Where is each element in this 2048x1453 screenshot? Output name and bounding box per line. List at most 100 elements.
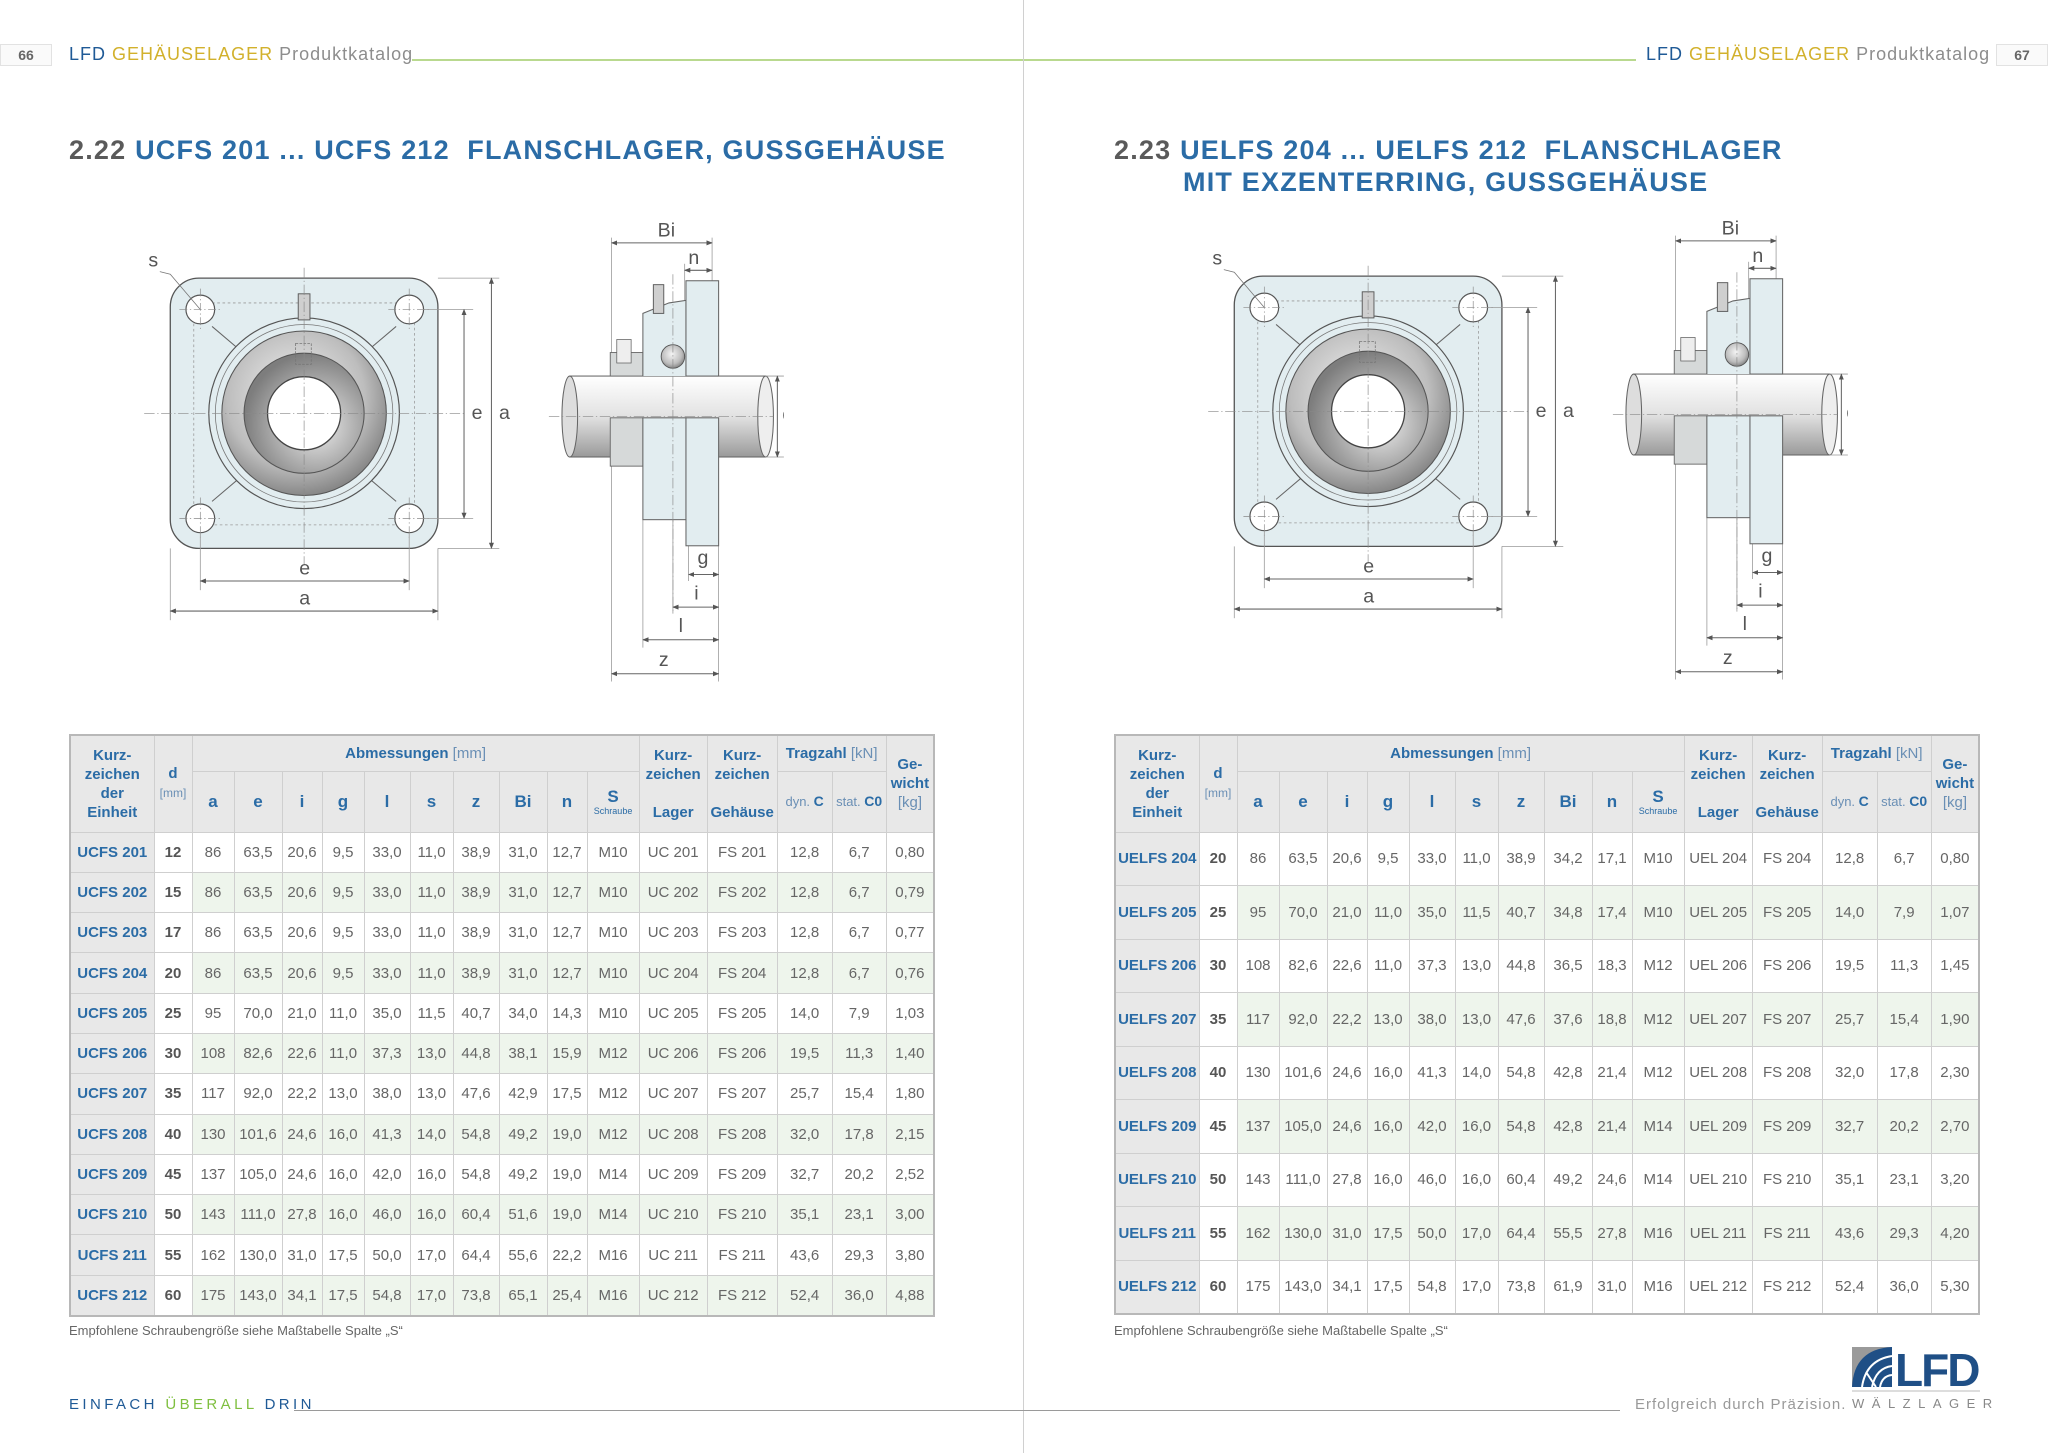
table-cell: 16,0 — [409, 1194, 454, 1236]
table-cell: 31,0 — [498, 831, 548, 873]
table-cell: FS 206 — [706, 1032, 778, 1075]
page-number-right: 67 — [1996, 44, 2048, 66]
unit-designation: UELFS 209 — [1114, 1099, 1200, 1154]
dimension-label-a-horizontal: a — [1363, 586, 1374, 608]
svg-text:LFD: LFD — [1895, 1344, 1979, 1392]
table-row: UELFS 209 45 137 105,0 24,6 16,0 42,0 16,0 54,8 4… — [1114, 1099, 1980, 1154]
col-header-d: d [mm] — [153, 734, 193, 833]
table-cell: 19,5 — [1821, 938, 1878, 993]
table-row: UCFS 203 17 86 63,5 20,6 9,5 33,0 11,0 38,9 31,0 1… — [69, 912, 935, 954]
table-cell: 3,80 — [885, 1234, 935, 1276]
header-text: stat. — [1881, 794, 1906, 809]
table-row: UCFS 207 35 117 92,0 22,2 13,0 38,0 13,0 47,6 42,… — [69, 1073, 935, 1115]
table-cell: 16,0 — [409, 1153, 454, 1196]
table-cell: UC 208 — [638, 1113, 708, 1155]
table-row: UCFS 208 40 130 101,6 24,6 16,0 41,3 14,0 54,8 49… — [69, 1113, 935, 1155]
header-text: z — [1516, 792, 1526, 811]
table-cell: 137 — [191, 1153, 235, 1196]
table-cell: 54,8 — [1408, 1259, 1456, 1314]
table-cell: 130 — [191, 1113, 235, 1155]
table-cell: 7,9 — [1876, 885, 1932, 940]
header-text: Kurz- — [1767, 746, 1807, 764]
table-row: UCFS 212 60 175 143,0 34,1 17,5 54,8 17,0 73,8 65… — [69, 1274, 935, 1317]
table-cell: 15,4 — [1876, 992, 1932, 1047]
header-text: e — [253, 792, 263, 811]
table-cell: 86 — [191, 831, 235, 873]
table-cell: 11,0 — [1454, 831, 1499, 886]
table-cell: 7,9 — [831, 992, 887, 1034]
table-cell: 24,6 — [281, 1113, 323, 1155]
header-text: g — [337, 792, 349, 811]
table-cell: M16 — [1631, 1259, 1685, 1314]
table-cell: 22,6 — [1326, 938, 1368, 993]
unit-designation: UELFS 206 — [1114, 938, 1200, 993]
table-cell: M10 — [586, 912, 640, 954]
table-cell: 13,0 — [409, 1032, 454, 1075]
table-cell: 175 — [191, 1274, 235, 1317]
table-cell: 3,20 — [1930, 1152, 1980, 1207]
unit-designation: UELFS 212 — [1114, 1259, 1200, 1314]
header-text: der — [1145, 784, 1169, 802]
table-cell: UC 203 — [638, 912, 708, 954]
table-cell: 1,03 — [885, 992, 935, 1034]
side-view: Bi n d g i l z — [1612, 217, 1857, 680]
table-cell: 11,0 — [1366, 885, 1410, 940]
table-cell: UC 209 — [638, 1153, 708, 1196]
table-cell: UEL 212 — [1683, 1259, 1753, 1314]
header-text: Kurz- — [1698, 746, 1738, 764]
dimension-label-Bi: Bi — [658, 222, 675, 241]
table-cell: 20,2 — [831, 1153, 887, 1196]
table-cell: 1,90 — [1930, 992, 1980, 1047]
page-number-left: 66 — [0, 44, 52, 66]
table-cell: 41,3 — [1408, 1045, 1456, 1100]
table-cell: 34,1 — [281, 1274, 323, 1317]
table-row: UCFS 210 50 143 111,0 27,8 16,0 46,0 16,0 60,4 51… — [69, 1194, 935, 1236]
table-cell: 55,5 — [1543, 1206, 1593, 1261]
table-cell: 162 — [191, 1234, 235, 1276]
table-cell: 20 — [153, 952, 193, 994]
table-cell: UC 202 — [638, 871, 708, 914]
table-cell: 0,79 — [885, 871, 935, 914]
col-header-dim: a — [1236, 770, 1280, 833]
header-text: zeichen — [1759, 765, 1815, 783]
table-cell: 16,0 — [321, 1113, 365, 1155]
table-cell: 9,5 — [321, 831, 365, 873]
header-unit: [kN] — [1895, 744, 1923, 762]
table-cell: 16,0 — [1366, 1152, 1410, 1207]
table-cell: M12 — [1631, 1045, 1685, 1100]
unit-designation: UCFS 210 — [69, 1194, 155, 1236]
table-cell: 143,0 — [233, 1274, 283, 1317]
section-number: 2.22 — [69, 135, 127, 165]
table-cell: 34,8 — [1543, 885, 1593, 940]
running-header-left: LFD GEHÄUSELAGER Produktkatalog — [69, 44, 413, 65]
table-cell: 36,5 — [1543, 938, 1593, 993]
table-cell: 30 — [1198, 938, 1238, 993]
col-header-dim: l — [363, 770, 411, 833]
table-cell: 14,0 — [409, 1113, 454, 1155]
col-header-dim: Bi — [498, 770, 548, 833]
lfd-logo: LFD — [1852, 1344, 1981, 1396]
header-text: Lager — [1697, 803, 1739, 821]
table-cell: 38,9 — [452, 912, 500, 954]
table-cell: 175 — [1236, 1259, 1280, 1314]
table-cell: 55 — [153, 1234, 193, 1276]
dimension-label-d: d — [782, 403, 784, 425]
header-text: d — [1213, 765, 1223, 783]
table-cell: 101,6 — [1278, 1045, 1328, 1100]
header-text: Kurz- — [722, 746, 762, 764]
table-cell: UEL 206 — [1683, 938, 1753, 993]
table-cell: 38,9 — [1497, 831, 1545, 886]
table-cell: 17,4 — [1591, 885, 1633, 940]
table-row: UELFS 207 35 117 92,0 22,2 13,0 38,0 13,0 47,6 37… — [1114, 992, 1980, 1047]
table-cell: 54,8 — [452, 1113, 500, 1155]
table-cell: 2,30 — [1930, 1045, 1980, 1100]
table-cell: 32,0 — [1821, 1045, 1878, 1100]
table-cell: 19,0 — [546, 1113, 588, 1155]
dimension-label-s: s — [148, 249, 158, 271]
table-cell: 40 — [153, 1113, 193, 1155]
dimension-label-a-vertical: a — [499, 402, 510, 424]
table-cell: 105,0 — [233, 1153, 283, 1196]
table-cell: 20 — [1198, 831, 1238, 886]
table-cell: 20,6 — [281, 831, 323, 873]
table-cell: 37,3 — [1408, 938, 1456, 993]
